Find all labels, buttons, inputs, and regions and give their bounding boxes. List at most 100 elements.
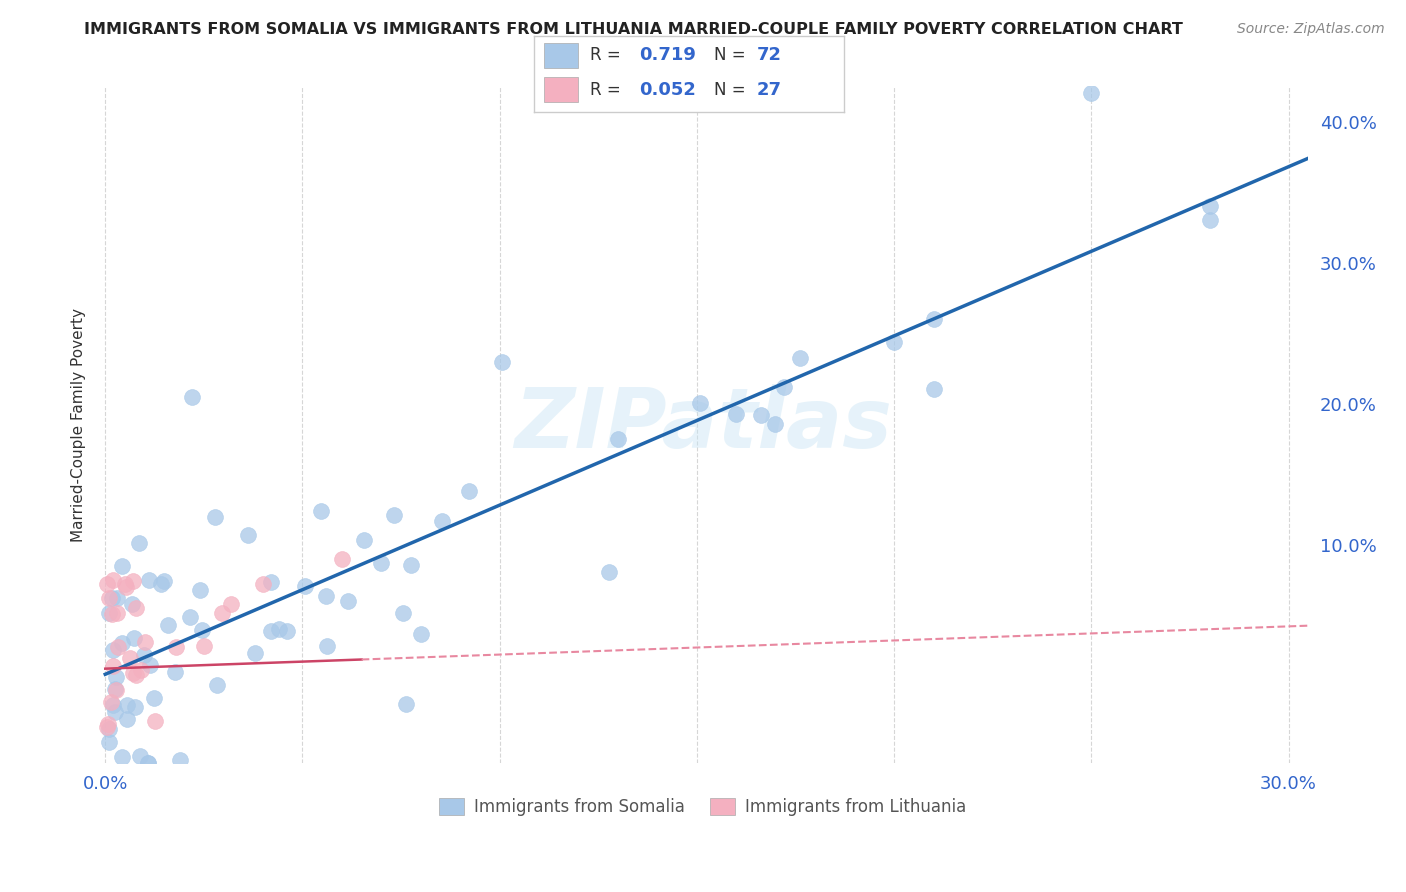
Point (598, 565, 620, 579)
Point (725, 407, 748, 421)
Point (98, 723, 121, 737)
Point (789, 351, 811, 365)
Point (236, 528, 259, 542)
Point (105, 606, 128, 620)
Point (193, 639, 215, 653)
Point (142, 690, 165, 705)
Point (134, 635, 156, 649)
Point (129, 749, 152, 764)
Point (103, 698, 125, 712)
Point (316, 639, 339, 653)
Point (117, 698, 139, 712)
Point (260, 624, 283, 639)
Point (152, 574, 174, 589)
Point (111, 750, 134, 764)
Text: 72: 72 (756, 46, 782, 64)
Point (1080, 87, 1102, 101)
Point (252, 577, 274, 591)
Point (382, 508, 405, 522)
Point (125, 600, 148, 615)
Point (773, 380, 796, 394)
Point (98, 591, 121, 605)
Text: Source: ZipAtlas.com: Source: ZipAtlas.com (1237, 22, 1385, 37)
Point (110, 559, 132, 574)
Point (138, 573, 160, 587)
Point (883, 335, 905, 350)
Point (749, 409, 772, 423)
Point (190, 583, 212, 598)
Point (101, 607, 124, 622)
Point (128, 535, 150, 549)
Point (101, 573, 124, 587)
Point (101, 659, 124, 673)
Point (922, 311, 945, 326)
Point (689, 396, 711, 410)
Point (315, 590, 337, 604)
Point (294, 579, 316, 593)
Point (150, 576, 173, 591)
Point (1198, 199, 1220, 213)
Point (104, 681, 127, 696)
Point (134, 648, 156, 662)
Text: 0.719: 0.719 (640, 46, 696, 64)
Point (922, 383, 945, 397)
Point (124, 699, 146, 714)
Point (107, 640, 129, 654)
Point (121, 665, 143, 680)
Point (179, 609, 201, 624)
Point (103, 643, 125, 657)
Point (205, 678, 228, 692)
Point (122, 574, 145, 589)
Text: N =: N = (714, 80, 751, 98)
Point (104, 682, 127, 697)
Point (276, 624, 298, 639)
Point (763, 417, 786, 431)
Point (370, 556, 392, 570)
Point (101, 591, 124, 605)
Point (353, 533, 375, 547)
Point (330, 551, 353, 566)
Point (267, 623, 290, 637)
Point (409, 627, 432, 641)
Point (430, 514, 453, 528)
Point (98, 735, 121, 749)
Text: 0.052: 0.052 (640, 80, 696, 98)
Point (118, 651, 141, 665)
Legend: Immigrants from Somalia, Immigrants from Lithuania: Immigrants from Somalia, Immigrants from… (433, 791, 973, 822)
Point (115, 580, 138, 594)
Point (98, 606, 121, 620)
Text: ZIPatlas: ZIPatlas (513, 384, 891, 466)
Point (104, 705, 127, 719)
Point (114, 577, 136, 591)
Point (309, 504, 332, 518)
Point (96, 577, 118, 591)
Point (165, 665, 187, 679)
Point (138, 756, 160, 771)
Point (143, 714, 166, 728)
Text: 27: 27 (756, 80, 782, 98)
Point (125, 668, 148, 682)
Point (156, 618, 179, 632)
Point (115, 712, 138, 726)
Point (110, 636, 132, 650)
Point (181, 390, 204, 404)
Point (190, 623, 212, 637)
Point (169, 753, 191, 767)
Text: N =: N = (714, 46, 751, 64)
Text: IMMIGRANTS FROM SOMALIA VS IMMIGRANTS FROM LITHUANIA MARRIED-COUPLE FAMILY POVER: IMMIGRANTS FROM SOMALIA VS IMMIGRANTS FR… (84, 22, 1184, 37)
Point (129, 663, 152, 677)
Point (458, 484, 481, 499)
Text: R =: R = (591, 46, 626, 64)
Point (221, 597, 243, 611)
Point (105, 591, 128, 605)
Point (96, 721, 118, 735)
Point (395, 697, 418, 711)
Text: R =: R = (591, 80, 626, 98)
Point (100, 695, 122, 709)
Point (211, 606, 233, 620)
Point (392, 606, 415, 620)
Point (139, 657, 162, 672)
Point (136, 756, 159, 771)
Point (165, 640, 187, 655)
Bar (544, 43, 578, 69)
